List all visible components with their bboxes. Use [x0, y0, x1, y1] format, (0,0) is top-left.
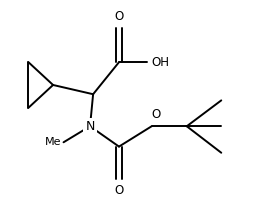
Text: Me: Me — [45, 137, 61, 147]
Text: N: N — [85, 120, 95, 133]
Text: O: O — [151, 108, 161, 121]
Text: O: O — [114, 184, 124, 197]
Text: OH: OH — [152, 56, 170, 69]
Text: O: O — [114, 10, 124, 23]
